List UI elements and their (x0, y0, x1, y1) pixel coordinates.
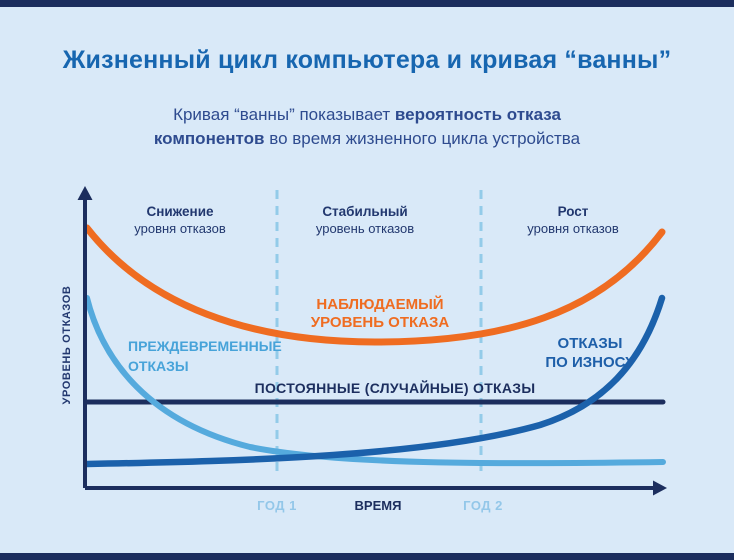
observed-failure-curve (83, 224, 666, 346)
zone-label-line1: Стабильный (322, 204, 408, 219)
zone-label-line1: Снижение (146, 204, 214, 219)
subtitle-line-1: Кривая “ванны” показывает вероятность от… (0, 103, 734, 127)
y-axis-arrow-icon (77, 186, 93, 200)
x-tick-year2: ГОД 2 (463, 498, 503, 513)
premature-failures-curve (84, 295, 666, 467)
zone-label-increasing: Рост уровня отказов (478, 203, 668, 237)
label-line: ОТКАЗЫ (557, 335, 623, 352)
top-border-bar (0, 0, 734, 7)
premature-failures-label: ПРЕЖДЕВРЕМЕННЫЕ ОТКАЗЫ (128, 336, 282, 376)
subtitle-bold-text: компонентов (153, 129, 265, 148)
label-line: ОТКАЗЫ (128, 358, 189, 374)
x-axis-label: ВРЕМЯ (354, 498, 402, 513)
x-tick-year1: ГОД 1 (257, 498, 297, 513)
zone-label-line2: уровня отказов (134, 221, 226, 236)
zone-label-line2: уровня отказов (527, 221, 619, 236)
subtitle-bold-text: вероятность отказа (394, 105, 561, 124)
zone-label-decreasing: Снижение уровня отказов (85, 203, 275, 237)
zone-label-line2: уровень отказов (315, 221, 415, 236)
x-axis-arrow-icon (653, 480, 667, 496)
subtitle-line-2: компонентов во время жизненного цикла ус… (0, 127, 734, 151)
subtitle-text: во время жизненного цикла устройства (264, 129, 581, 148)
zone-label-line1: Рост (557, 204, 589, 219)
wearout-failures-curve (83, 294, 666, 468)
page-subtitle: Кривая “ванны” показывает вероятность от… (0, 103, 734, 151)
page-title: Жизненный цикл компьютера и кривая “ванн… (62, 46, 672, 74)
label-line: НАБЛЮДАЕМЫЙ (316, 296, 444, 313)
observed-failure-label: НАБЛЮДАЕМЫЙ УРОВЕНЬ ОТКАЗА (311, 296, 449, 332)
zone-label-stable: Стабильный уровень отказов (270, 203, 460, 237)
subtitle-text: Кривая “ванны” показывает (173, 105, 395, 124)
bottom-border-bar (0, 553, 734, 560)
y-axis-label: УРОВЕНЬ ОТКАЗОВ (61, 285, 73, 405)
label-line: ПО ИЗНОСУ (545, 354, 635, 371)
label-line: ПРЕЖДЕВРЕМЕННЫЕ (128, 338, 282, 354)
wearout-failures-label: ОТКАЗЫ ПО ИЗНОСУ (545, 334, 634, 372)
constant-failures-label: ПОСТОЯННЫЕ (СЛУЧАЙНЫЕ) ОТКАЗЫ (254, 380, 536, 396)
label-line: УРОВЕНЬ ОТКАЗА (310, 314, 450, 331)
